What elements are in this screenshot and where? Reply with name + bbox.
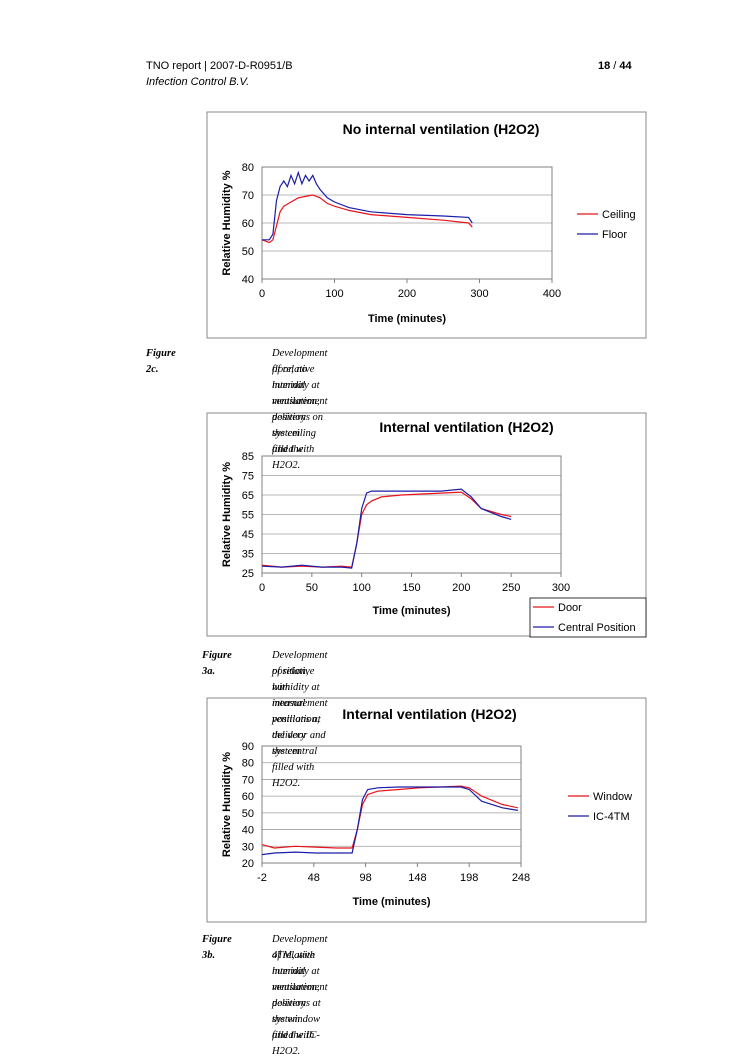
x-tick-label: 150 [402, 582, 420, 594]
caption-line1: Development of relative humidity at meas… [272, 348, 328, 455]
legend-label: Window [593, 791, 632, 803]
chart-frame [206, 111, 647, 339]
chart-0: 40 50 60 70 80 0 100 200 300 400 No internal venti… [206, 111, 647, 339]
y-tick-label: 35 [242, 549, 254, 561]
y-tick-label: 75 [242, 471, 254, 483]
legend-box [529, 597, 647, 638]
x-tick-label: 300 [470, 288, 488, 300]
x-tick-label: 400 [543, 288, 561, 300]
series-line-ceiling [261, 194, 473, 244]
y-tick-label: 45 [242, 529, 254, 541]
x-tick-label: 248 [512, 872, 530, 884]
legend: Door Central Position [529, 597, 647, 638]
caption-label: Figure 2c. [146, 348, 176, 375]
x-tick-label: 148 [408, 872, 426, 884]
y-tick-label: 80 [242, 758, 254, 770]
legend-label: IC-4TM [593, 811, 630, 823]
legend-label: Ceiling [602, 209, 636, 221]
x-tick-label: 198 [460, 872, 478, 884]
chart-title: Internal ventilation (H2O2) [379, 419, 553, 435]
legend: Ceiling Floor [577, 209, 636, 241]
company-name: Infection Control B.V. [146, 76, 250, 88]
page-number: 18 / 44 [598, 60, 632, 72]
chart-2: 20 30 40 50 60 70 80 90 -2 48 98 148 198 248 Internal … [206, 697, 647, 923]
x-tick-label: 200 [452, 582, 470, 594]
y-axis-label: Relative Humidity % [221, 752, 233, 857]
series-line-window [261, 785, 519, 849]
x-axis-label: Time (minutes) [372, 605, 450, 617]
y-tick-label: 70 [242, 190, 254, 202]
x-tick-label: 0 [259, 288, 265, 300]
x-tick-label: 98 [359, 872, 371, 884]
chart-1: 25 35 45 55 65 75 85 0 50 100 150 200 250 300 Internal… [206, 412, 647, 638]
x-tick-label: -2 [257, 872, 267, 884]
y-tick-label: 50 [242, 246, 254, 258]
legend-label: Door [558, 602, 582, 614]
x-tick-label: 100 [352, 582, 370, 594]
y-tick-label: 40 [242, 825, 254, 837]
y-axis-label: Relative Humidity % [221, 170, 233, 275]
x-tick-label: 250 [502, 582, 520, 594]
y-tick-label: 90 [242, 741, 254, 753]
y-tick-label: 25 [242, 568, 254, 580]
y-tick-label: 60 [242, 218, 254, 230]
caption-line2: 4TM, with internal ventilation, delivery… [272, 950, 320, 1057]
x-tick-label: 100 [325, 288, 343, 300]
y-tick-label: 20 [242, 858, 254, 870]
x-tick-label: 300 [552, 582, 570, 594]
page-current: 18 [598, 60, 611, 72]
x-tick-label: 48 [308, 872, 320, 884]
x-tick-label: 50 [306, 582, 318, 594]
caption-line2: floor, no internal ventilation, delivery… [272, 364, 320, 471]
series-line-central-position [261, 488, 512, 569]
series-line-ic-4tm [261, 786, 518, 856]
x-axis-label: Time (minutes) [352, 896, 430, 908]
legend-label: Central Position [558, 622, 636, 634]
legend-label: Floor [602, 229, 627, 241]
series-line-floor [262, 170, 473, 241]
chart-title: No internal ventilation (H2O2) [343, 121, 540, 137]
y-tick-label: 55 [242, 510, 254, 522]
y-tick-label: 85 [242, 451, 254, 463]
page-total: 44 [619, 60, 632, 72]
x-tick-label: 0 [259, 582, 265, 594]
y-tick-label: 60 [242, 791, 254, 803]
caption-line1: Development of relative humidity at meas… [272, 650, 328, 757]
x-axis-label: Time (minutes) [368, 313, 446, 325]
y-tick-label: 50 [242, 808, 254, 820]
page-separator: / [610, 60, 620, 72]
y-tick-label: 65 [242, 490, 254, 502]
y-tick-label: 40 [242, 274, 254, 286]
y-tick-label: 30 [242, 841, 254, 853]
caption-label: Figure 3b. [202, 934, 232, 961]
report-id: TNO report | 2007-D-R0951/B [146, 60, 293, 72]
caption-label: Figure 3a. [202, 650, 232, 677]
chart-title: Internal ventilation (H2O2) [342, 706, 516, 722]
x-tick-label: 200 [398, 288, 416, 300]
y-tick-label: 70 [242, 774, 254, 786]
chart-frame [206, 697, 647, 923]
caption-line2: position, with internal ventilation, del… [272, 666, 320, 789]
y-axis-label: Relative Humidity % [221, 462, 233, 567]
plot-area [261, 745, 522, 864]
y-tick-label: 80 [242, 162, 254, 174]
legend: Window IC-4TM [568, 791, 632, 823]
